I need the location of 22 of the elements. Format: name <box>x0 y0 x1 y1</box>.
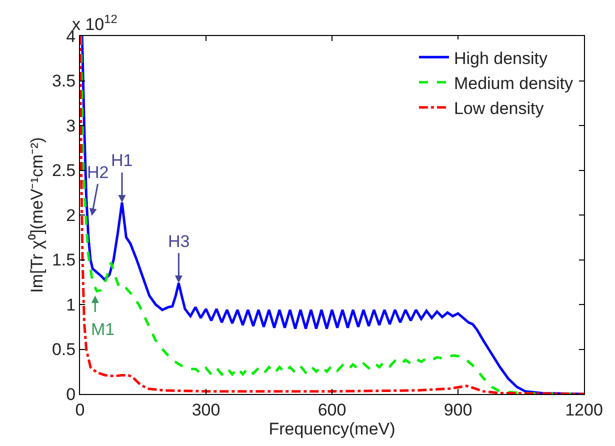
legend-label: Medium density <box>454 74 574 93</box>
y-tick-label: 2.5 <box>52 161 76 180</box>
legend-label: Low density <box>454 98 544 118</box>
annotation: H2 <box>87 163 109 182</box>
y-tick-label: 0.5 <box>52 340 76 360</box>
x-tick-label: 600 <box>318 400 346 420</box>
y-tick-label: 0 <box>66 384 76 404</box>
annotation: M1 <box>91 320 115 339</box>
annotation: H3 <box>168 232 190 251</box>
x-axis-title: Frequency(meV) <box>268 419 396 438</box>
x-tick-label: 1200 <box>565 400 603 420</box>
y-axis-title: Im[Tr χ⁰](meV⁻¹cm⁻²) <box>28 137 47 293</box>
x-tick-label: 300 <box>192 400 220 420</box>
y-tick-label: 3.5 <box>52 72 76 91</box>
y-tick-label: 3 <box>66 116 76 136</box>
x-tick-label: 900 <box>444 400 472 420</box>
text: x 10$^{12}$ <box>72 12 118 34</box>
y-tick-label: 1.5 <box>52 250 76 270</box>
y-tick-label: 1 <box>66 295 76 314</box>
y-tick-label: 2 <box>66 206 76 225</box>
annotation: H1 <box>111 151 133 170</box>
legend-label: High density <box>454 48 548 68</box>
